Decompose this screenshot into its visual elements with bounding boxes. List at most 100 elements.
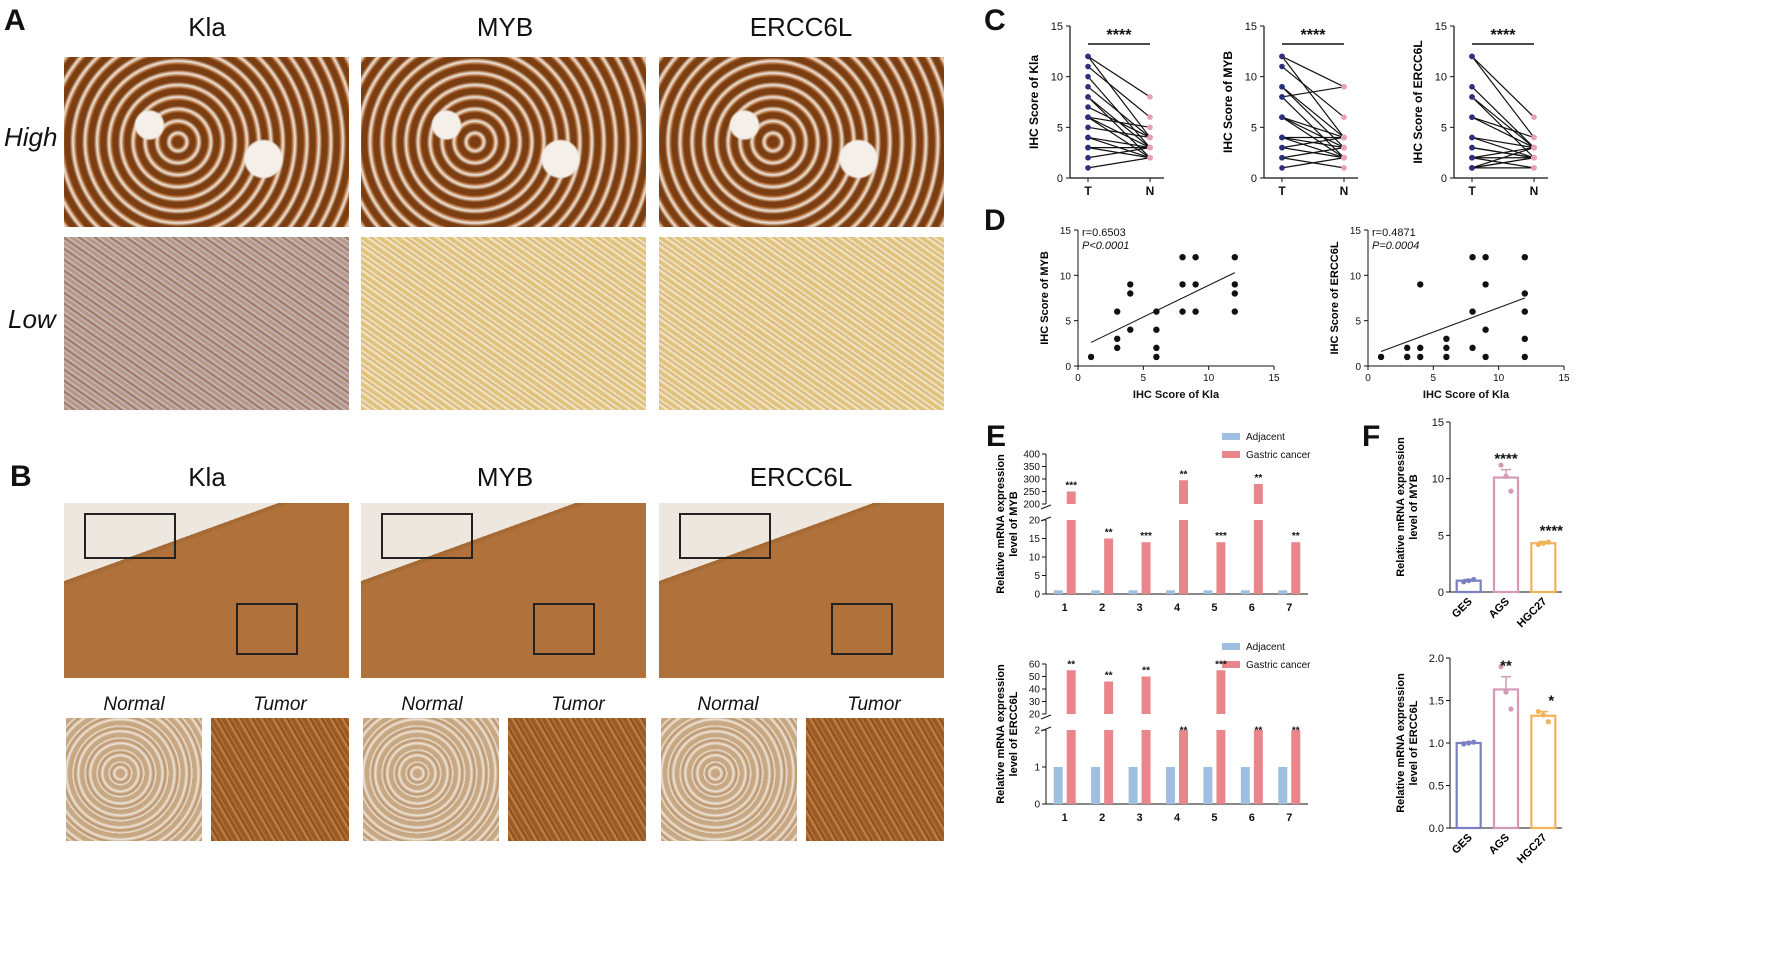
pair-line xyxy=(1471,136,1535,159)
pair-line xyxy=(1087,55,1151,98)
x-tick-label: 5 xyxy=(1431,373,1437,384)
panel-letter-c: C xyxy=(984,4,1006,37)
x-tick-label: N xyxy=(1530,184,1539,198)
replicate-point xyxy=(1498,663,1504,670)
pair-line xyxy=(1471,96,1535,149)
scatter-point xyxy=(1231,290,1238,297)
y-tick-label: 0 xyxy=(1034,800,1040,811)
panel-letter-d: D xyxy=(984,204,1006,237)
legend-swatch-cancer xyxy=(1222,451,1240,458)
ihc-zoom-tumor-ercc6l xyxy=(806,718,944,841)
y-tick-label: 5 xyxy=(1065,317,1071,328)
y-tick-label: 60 xyxy=(1029,660,1041,671)
panel-letter-b: B xyxy=(10,460,32,493)
pair-line xyxy=(1087,136,1151,149)
ihc-zoom-normal-myb xyxy=(363,718,499,841)
regression-line xyxy=(1380,297,1525,352)
panel-a-col-title-myb: MYB xyxy=(476,12,534,42)
scatter-point xyxy=(1417,353,1424,361)
pair-line xyxy=(1087,157,1151,169)
y-axis-label-line-2: level of ERCC6L xyxy=(1008,691,1020,776)
y-tick-label: 2.0 xyxy=(1429,653,1444,665)
y-tick-label: 15 xyxy=(1060,226,1072,237)
y-axis-label-line-1: Relative mRNA expression xyxy=(1395,437,1407,577)
pair-line xyxy=(1281,147,1345,159)
bar-significance: *** xyxy=(1140,531,1152,542)
tumor-point xyxy=(1085,94,1091,100)
x-tick-label: AGS xyxy=(1487,832,1512,857)
regression-line xyxy=(1090,272,1236,343)
y-tick-label: 20 xyxy=(1029,710,1041,721)
pair-line xyxy=(1471,157,1535,169)
x-axis-label: IHC Score of Kla xyxy=(1423,389,1510,401)
bar-significance: ** xyxy=(1292,531,1300,542)
panel-b-zoom-label-normal-3: Normal xyxy=(697,694,759,715)
tumor-point xyxy=(1085,84,1091,90)
bar-cancer-upper xyxy=(1104,681,1114,714)
y-axis-label: Relative mRNA expressionlevel of ERCC6L xyxy=(995,664,1020,804)
bar-chart-ercc6l-cell-lines: 0.0 0.5 1.0 1.5 2.0 Relative mRNA expressionl… xyxy=(1395,653,1562,866)
bar-significance: ** xyxy=(1292,725,1300,736)
normal-point xyxy=(1531,114,1537,120)
panel-b-zoom-label-tumor-3: Tumor xyxy=(847,694,901,715)
scatter-point xyxy=(1469,344,1476,352)
replicate-point xyxy=(1466,740,1472,746)
y-tick-label: 10 xyxy=(1060,271,1072,282)
scatter-point xyxy=(1521,308,1528,315)
scatter-point xyxy=(1469,308,1476,315)
pair-line xyxy=(1087,126,1151,139)
bar-cancer-lower xyxy=(1104,730,1114,804)
x-tick-label: 3 xyxy=(1137,602,1143,614)
zoom-box-tumor xyxy=(533,603,595,655)
panel-b-col-title-kla: Kla xyxy=(188,462,226,492)
normal-point xyxy=(1147,144,1153,151)
zoom-box-normal xyxy=(84,513,176,559)
y-tick-label: 0 xyxy=(1438,587,1444,599)
legend-label-cancer: Gastric cancer xyxy=(1246,450,1311,461)
y-tick-label: 2 xyxy=(1034,726,1040,737)
y-tick-label: 10 xyxy=(1350,271,1362,282)
tumor-point xyxy=(1279,134,1285,141)
tumor-point xyxy=(1279,94,1285,100)
replicate-point xyxy=(1508,488,1514,494)
pair-line xyxy=(1087,86,1151,138)
x-tick-label: N xyxy=(1146,184,1155,198)
x-tick-label: GES xyxy=(1450,832,1475,857)
legend-swatch-adjacent xyxy=(1222,433,1240,440)
bar-adjacent xyxy=(1240,767,1250,804)
x-tick-label: 6 xyxy=(1249,812,1255,824)
scatter-point xyxy=(1153,353,1160,361)
normal-point xyxy=(1531,154,1537,161)
tumor-point xyxy=(1085,165,1091,171)
pair-line xyxy=(1281,116,1345,139)
x-tick-label: 3 xyxy=(1137,812,1143,824)
y-axis-label: Relative mRNA expressionlevel of MYB xyxy=(995,454,1020,594)
scatter-point xyxy=(1482,353,1489,361)
scatter-point xyxy=(1469,254,1476,261)
zoom-box-tumor xyxy=(831,603,893,655)
bar-adjacent xyxy=(1240,590,1250,594)
x-axis-label: IHC Score of Kla xyxy=(1133,389,1220,401)
y-tick-label: 1 xyxy=(1034,763,1040,774)
pair-line xyxy=(1281,136,1345,149)
y-axis-label: Relative mRNA expressionlevel of MYB xyxy=(1395,437,1420,577)
y-tick-label: 5 xyxy=(1057,122,1063,134)
y-axis-label: IHC Score of ERCC6L xyxy=(1329,241,1341,354)
y-tick-label: 5 xyxy=(1034,571,1040,582)
bar-significance: *** xyxy=(1215,531,1227,542)
bar-cancer xyxy=(1216,542,1226,594)
bar-significance: **** xyxy=(1494,451,1518,468)
replicate-point xyxy=(1545,539,1551,545)
pair-line xyxy=(1471,116,1535,149)
panel-a-col-title-ercc6l: ERCC6L xyxy=(749,12,853,42)
normal-point xyxy=(1341,165,1347,171)
bar-significance: ** xyxy=(1067,659,1075,670)
y-tick-label: 40 xyxy=(1029,685,1041,696)
x-tick-label: 5 xyxy=(1211,812,1217,824)
scatter-point xyxy=(1482,254,1489,261)
tumor-point xyxy=(1469,114,1475,120)
y-tick-label: 10 xyxy=(1435,72,1447,84)
bar-adjacent xyxy=(1091,767,1101,804)
ihc-zoom-tumor-kla xyxy=(211,718,349,841)
